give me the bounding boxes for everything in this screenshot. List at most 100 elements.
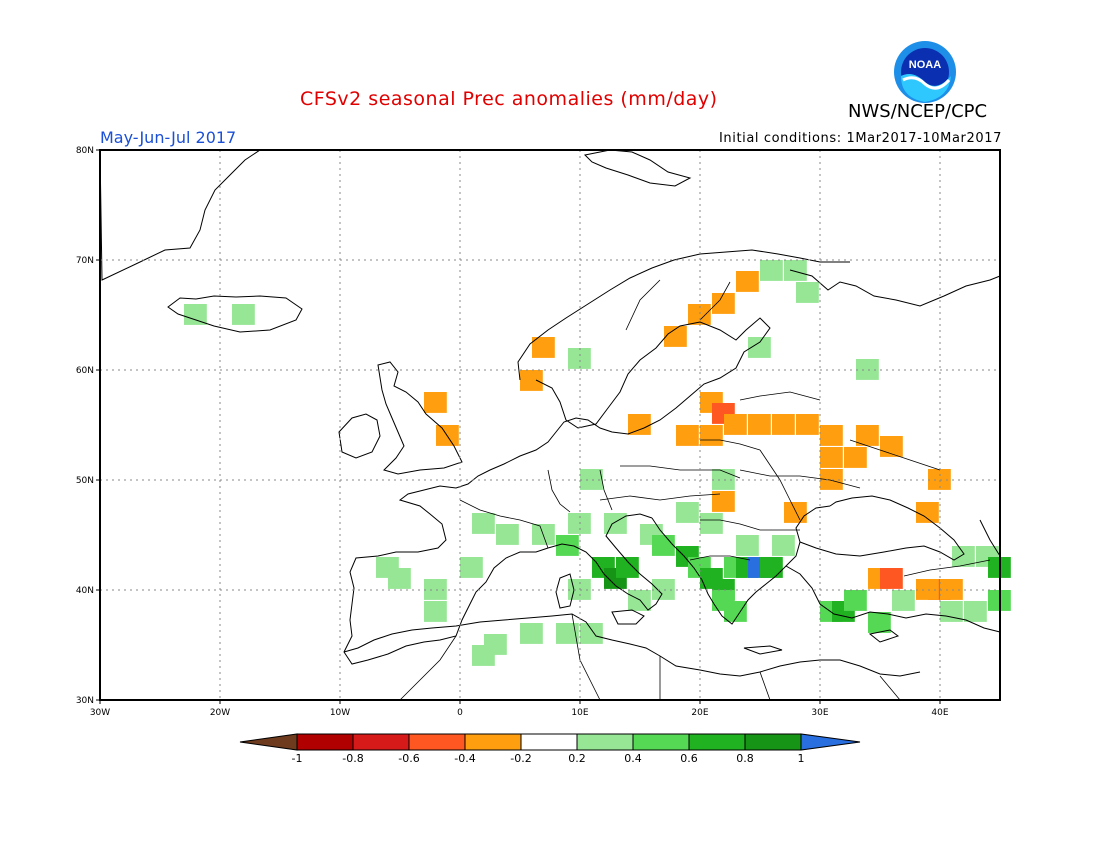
anomaly-cell	[628, 590, 651, 611]
graticule	[100, 150, 1000, 700]
anomaly-cell	[424, 579, 447, 600]
anomaly-cell	[856, 425, 879, 446]
colorbar: -1 -0.8 -0.6 -0.4 -0.2 0.2 0.4 0.6 0.8 1	[239, 733, 861, 765]
coast-norway	[517, 249, 850, 381]
lon-tick-label: 30E	[811, 708, 828, 718]
colorbar-segment	[464, 733, 522, 751]
coast-ireland	[338, 413, 381, 459]
lat-tick-label: 50N	[76, 476, 94, 486]
anomaly-cell	[604, 513, 627, 534]
anomaly-cell	[568, 513, 591, 534]
anomaly-cell	[628, 414, 651, 435]
anomaly-cell	[460, 557, 483, 578]
anomaly-cell	[784, 260, 807, 281]
anomaly-cell	[556, 535, 579, 556]
colorbar-segment	[352, 733, 410, 751]
lon-tick-label: 10W	[330, 708, 350, 718]
anomaly-cell	[772, 535, 795, 556]
lon-tick-label: 20E	[691, 708, 708, 718]
anomaly-cell	[760, 557, 783, 578]
anomaly-cell	[712, 491, 735, 512]
anomaly-cell	[952, 546, 975, 567]
anomaly-cell	[916, 579, 939, 600]
colorbar-segment	[408, 733, 466, 751]
coast-iceland	[167, 295, 303, 333]
lat-tick-label: 40N	[76, 586, 94, 596]
anomaly-cell	[892, 590, 915, 611]
map-title: CFSv2 seasonal Prec anomalies (mm/day)	[300, 88, 718, 110]
coast-turkey	[785, 565, 1001, 633]
axis-ticks: 30W 20W 10W 0 10E 20E 30E 40E 80N 70N 60N 50N 40N 30N	[76, 146, 949, 718]
colorbar-segment	[520, 733, 578, 751]
initial-conditions: Initial conditions: 1Mar2017-10Mar2017	[718, 131, 1002, 146]
coast-cyprus	[868, 629, 900, 643]
anomaly-cell	[724, 414, 747, 435]
lat-tick-label: 70N	[76, 256, 94, 266]
anomaly-cell	[748, 337, 771, 358]
anomaly-cell	[580, 469, 603, 490]
anomaly-cell	[796, 414, 819, 435]
coast-balkans	[651, 505, 831, 625]
anomaly-cell	[928, 469, 951, 490]
anomaly-cell	[676, 425, 699, 446]
colorbar-label: 0.8	[736, 752, 754, 765]
coast-sardinia	[555, 573, 575, 609]
lon-tick-label: 0	[457, 708, 463, 718]
anomaly-cell	[520, 623, 543, 644]
coast-caspian	[979, 519, 1001, 557]
anomaly-cell	[856, 359, 879, 380]
agency-label: NWS/NCEP/CPC	[848, 101, 988, 122]
colorbar-label: -0.2	[510, 752, 531, 765]
noaa-logo-wave	[901, 74, 951, 102]
anomaly-cell	[784, 502, 807, 523]
coast-sweden-baltic	[535, 317, 771, 429]
forecast-period: May-Jun-Jul 2017	[100, 128, 237, 147]
lon-tick-label: 10E	[571, 708, 588, 718]
anomaly-cell	[844, 447, 867, 468]
country-borders	[399, 279, 991, 701]
anomaly-cell	[652, 579, 675, 600]
colorbar-label: -1	[292, 752, 303, 765]
coast-italy	[547, 513, 663, 611]
anomaly-cell	[844, 590, 867, 611]
anomaly-cell	[820, 425, 843, 446]
noaa-logo-bird	[902, 76, 951, 90]
colorbar-segment	[744, 733, 802, 751]
coast-crete	[743, 645, 783, 655]
anomaly-cell	[376, 557, 399, 578]
colorbar-label: 0.2	[568, 752, 586, 765]
lon-tick-label: 40E	[931, 708, 948, 718]
anomaly-cell	[652, 535, 675, 556]
colorbar-label: 1	[798, 752, 805, 765]
colorbar-segment	[576, 733, 634, 751]
lat-tick-label: 80N	[76, 146, 94, 156]
anomaly-cell	[940, 601, 963, 622]
anomaly-cell	[232, 304, 255, 325]
anomaly-cell	[940, 579, 963, 600]
colorbar-label: 0.6	[680, 752, 698, 765]
anomaly-cell	[820, 469, 843, 490]
anomaly-cell	[916, 502, 939, 523]
anomaly-cell	[772, 414, 795, 435]
anomaly-cell	[580, 623, 603, 644]
anomaly-cell	[472, 645, 495, 666]
anomaly-cell	[736, 535, 759, 556]
coast-white-sea	[789, 269, 1001, 307]
anomaly-cell	[796, 282, 819, 303]
anomaly-cell	[724, 601, 747, 622]
anomaly-cell	[568, 348, 591, 369]
anomaly-cell	[700, 425, 723, 446]
coast-black-sea	[799, 495, 965, 561]
anomaly-cell	[568, 579, 591, 600]
anomaly-cell	[736, 271, 759, 292]
anomaly-cell	[556, 623, 579, 644]
coast-sicily	[611, 609, 645, 625]
anomaly-cell	[760, 260, 783, 281]
anomaly-cell	[616, 557, 639, 578]
anomaly-cell	[820, 447, 843, 468]
coast-north-africa	[343, 613, 921, 677]
lon-tick-label: 30W	[90, 708, 110, 718]
colorbar-label: 0.4	[624, 752, 642, 765]
map-frame	[99, 149, 1001, 701]
